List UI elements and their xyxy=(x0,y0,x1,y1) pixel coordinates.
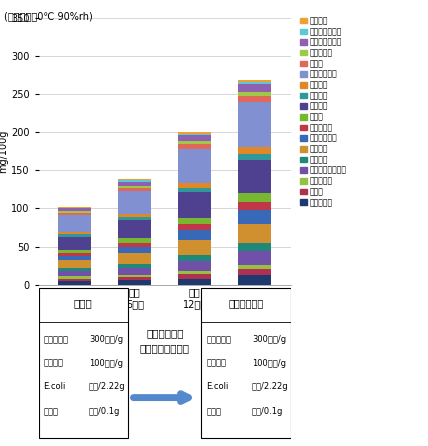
Bar xyxy=(178,183,211,188)
Text: 一般細菌数: 一般細菌数 xyxy=(206,335,232,344)
Bar xyxy=(118,268,151,275)
Bar xyxy=(178,278,211,285)
Text: 陰性/2.22g: 陰性/2.22g xyxy=(252,382,288,391)
Bar xyxy=(58,207,91,208)
Bar xyxy=(178,141,211,145)
Bar xyxy=(178,132,211,134)
Text: 300以下/g: 300以下/g xyxy=(252,335,286,344)
Text: E.coli: E.coli xyxy=(206,382,229,391)
Bar xyxy=(58,268,91,271)
Bar xyxy=(238,79,271,82)
Text: 乳酸菌数: 乳酸菌数 xyxy=(44,359,64,368)
Bar xyxy=(178,255,211,261)
Bar xyxy=(178,145,211,149)
Bar xyxy=(118,214,151,217)
Bar xyxy=(58,213,91,215)
Bar xyxy=(238,193,271,202)
Bar xyxy=(118,277,151,280)
Bar xyxy=(118,186,151,188)
Bar xyxy=(238,244,271,251)
Bar xyxy=(118,188,151,191)
Text: 300以下/g: 300以下/g xyxy=(89,335,123,344)
Bar xyxy=(118,191,151,214)
Bar xyxy=(118,253,151,264)
Bar xyxy=(58,236,91,250)
Bar xyxy=(178,261,211,271)
Bar xyxy=(238,153,271,160)
Text: E.coli: E.coli xyxy=(44,382,66,391)
Bar xyxy=(58,211,91,213)
Text: カビ数: カビ数 xyxy=(206,407,221,416)
Bar xyxy=(118,220,151,238)
Bar xyxy=(238,210,271,223)
FancyBboxPatch shape xyxy=(202,288,291,438)
Bar xyxy=(118,264,151,268)
Text: 陰性/0.1g: 陰性/0.1g xyxy=(89,407,120,416)
Text: 100以下/g: 100以下/g xyxy=(89,359,123,368)
Bar xyxy=(118,180,151,182)
Bar xyxy=(178,230,211,240)
Bar xyxy=(238,92,271,96)
Bar xyxy=(238,96,271,103)
Bar xyxy=(178,192,211,218)
Bar xyxy=(58,276,91,278)
Bar xyxy=(238,84,271,92)
Bar xyxy=(58,260,91,268)
Bar xyxy=(178,271,211,274)
Bar xyxy=(238,147,271,153)
Bar xyxy=(58,256,91,260)
Bar xyxy=(178,224,211,230)
Bar xyxy=(178,135,211,141)
Bar xyxy=(238,103,271,147)
Text: カビ数: カビ数 xyxy=(44,407,59,416)
Bar xyxy=(178,218,211,224)
Bar xyxy=(118,247,151,253)
Bar xyxy=(58,271,91,276)
Bar xyxy=(238,276,271,285)
Bar xyxy=(58,234,91,236)
Bar xyxy=(58,281,91,285)
Bar xyxy=(238,82,271,84)
Text: 100以下/g: 100以下/g xyxy=(252,359,286,368)
Text: (当社熟成庫0℃ 90%rh): (当社熟成庫0℃ 90%rh) xyxy=(4,11,93,21)
Bar xyxy=(238,251,271,265)
Bar xyxy=(178,149,211,183)
Bar xyxy=(58,232,91,234)
Bar xyxy=(58,253,91,256)
Bar xyxy=(118,217,151,220)
Text: 乳酸菌数: 乳酸菌数 xyxy=(206,359,226,368)
Bar xyxy=(238,265,271,269)
Text: 熟成２０日間: 熟成２０日間 xyxy=(229,298,264,309)
Text: 一般細菌数: 一般細菌数 xyxy=(44,335,68,344)
Bar xyxy=(118,179,151,180)
Bar xyxy=(178,134,211,135)
Legend: シスチン, トリプトファン, アスパラギン酸, スレオニン, セリン, グルタミン酸, プロリン, グリシン, アラニン, バリン, メチオニン, イソロイシン: シスチン, トリプトファン, アスパラギン酸, スレオニン, セリン, グルタミ… xyxy=(300,17,347,207)
Text: 熟成期間中に
微生物の増加なし: 熟成期間中に 微生物の増加なし xyxy=(140,329,190,353)
Text: 熟成前: 熟成前 xyxy=(74,298,93,309)
Bar xyxy=(238,223,271,244)
Y-axis label: mg/100g: mg/100g xyxy=(0,129,8,173)
FancyBboxPatch shape xyxy=(39,288,128,438)
Bar xyxy=(178,188,211,192)
Bar xyxy=(58,208,91,211)
Bar xyxy=(238,160,271,193)
Bar xyxy=(238,202,271,210)
Bar xyxy=(118,243,151,247)
Text: 陰性/2.22g: 陰性/2.22g xyxy=(89,382,126,391)
FancyArrowPatch shape xyxy=(134,394,188,401)
Bar xyxy=(118,280,151,285)
Text: 陰性/0.1g: 陰性/0.1g xyxy=(252,407,283,416)
Bar xyxy=(118,238,151,243)
Bar xyxy=(118,275,151,277)
Bar xyxy=(178,274,211,278)
Bar xyxy=(58,250,91,253)
Bar xyxy=(58,278,91,281)
Bar xyxy=(58,215,91,232)
Bar xyxy=(178,240,211,255)
Bar xyxy=(238,269,271,276)
Bar xyxy=(118,182,151,186)
